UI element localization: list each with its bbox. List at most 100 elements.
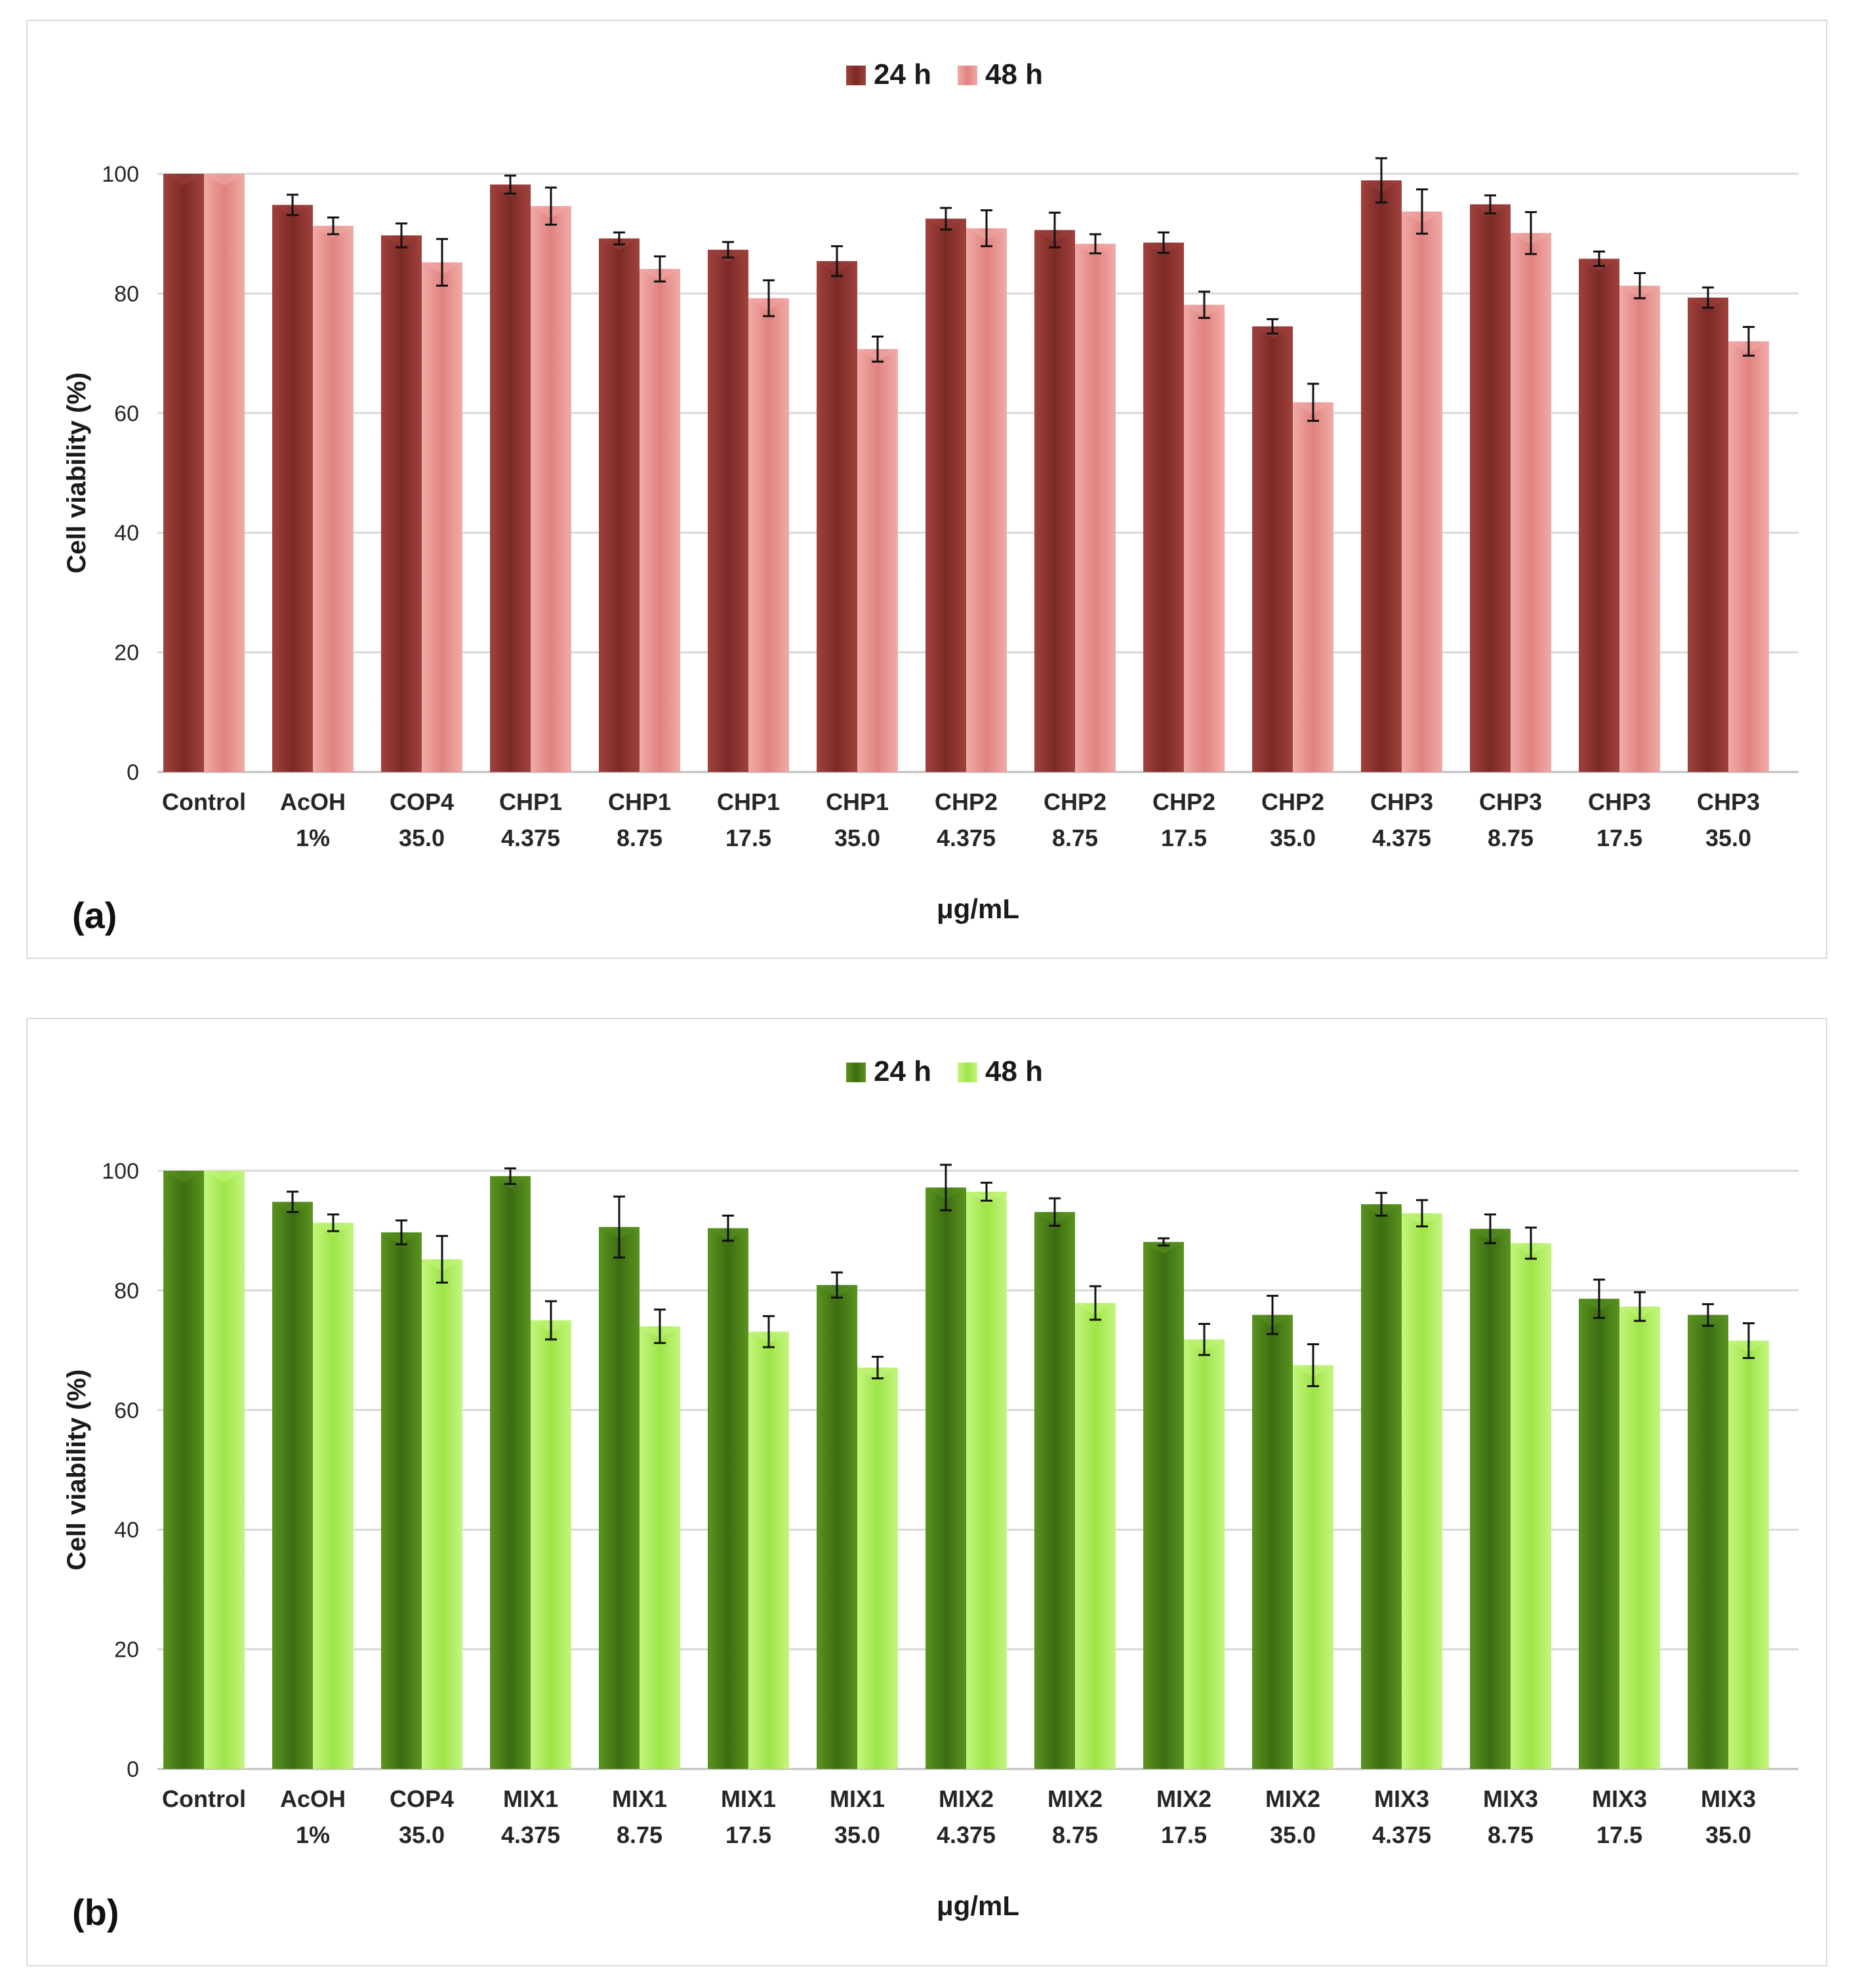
x-category-label: MIX3: [1483, 1785, 1538, 1812]
bar-24h-9: [1143, 1242, 1184, 1769]
x-category-label: CHP3: [1370, 788, 1433, 815]
x-category-sublabel: 8.75: [617, 824, 662, 851]
bar-48h-2: [422, 262, 462, 772]
x-category-sublabel: 4.375: [501, 1821, 560, 1848]
x-category-sublabel: 17.5: [725, 1821, 771, 1848]
x-category-label: CHP1: [499, 788, 562, 815]
bar-24h-3: [490, 1176, 531, 1769]
bar-48h-6: [857, 1368, 898, 1769]
bar-24h-6: [817, 1285, 857, 1769]
x-category-label: CHP2: [1261, 788, 1324, 815]
x-category-sublabel: 4.375: [501, 824, 560, 851]
bar-24h-4: [599, 1227, 640, 1769]
bar-cap: [204, 174, 245, 186]
x-axis-label: μg/mL: [937, 893, 1019, 924]
y-tick-label: 100: [102, 1159, 139, 1184]
bar-48h-5: [748, 1331, 789, 1769]
x-category-label: MIX3: [1374, 1785, 1429, 1812]
bar-24h-12: [1470, 204, 1511, 773]
x-category-sublabel: 8.75: [1052, 824, 1098, 851]
bar-24h-7: [926, 218, 966, 772]
bar-48h-8: [1075, 1303, 1116, 1769]
bar-24h-1: [272, 205, 313, 772]
bar-48h-7: [966, 228, 1007, 772]
y-tick-label: 20: [114, 641, 139, 666]
y-tick-label: 0: [127, 1757, 139, 1782]
bar-24h-0: [163, 174, 204, 772]
x-category-sublabel: 35.0: [1705, 1821, 1751, 1848]
bar-48h-12: [1511, 1243, 1551, 1769]
bar-48h-0: [204, 174, 245, 772]
x-category-sublabel: 1%: [296, 1821, 330, 1848]
chart-panel-b: 0 20 40 60 80 100 Cell viability (%) Control AcO…: [62, 1055, 1799, 1933]
bar-48h-4: [640, 1326, 680, 1769]
x-category-label: CHP1: [717, 788, 780, 815]
y-tick-label: 80: [114, 281, 139, 306]
bar-24h-2: [381, 235, 422, 772]
x-category-label: MIX2: [1265, 1785, 1320, 1812]
bar-24h-13: [1579, 258, 1619, 772]
bar-24h-1: [272, 1202, 313, 1769]
x-category-label: CHP2: [935, 788, 998, 815]
x-category-label: CHP3: [1588, 788, 1651, 815]
x-category-sublabel: 35.0: [399, 1821, 445, 1848]
x-category-label: MIX1: [830, 1785, 885, 1812]
bar-24h-14: [1688, 1314, 1728, 1769]
bar-24h-9: [1143, 242, 1184, 772]
bar-24h-5: [708, 249, 748, 773]
bar-48h-9: [1184, 304, 1225, 772]
bar-24h-10: [1252, 326, 1293, 772]
legend-label: 48 h: [985, 58, 1043, 91]
bar-24h-2: [381, 1232, 422, 1769]
bar-48h-9: [1184, 1339, 1225, 1769]
x-category-sublabel: 35.0: [1270, 824, 1316, 851]
bar-48h-7: [966, 1191, 1007, 1769]
x-category-label: MIX1: [721, 1785, 776, 1812]
legend-label: 24 h: [874, 58, 931, 91]
bar-48h-10: [1293, 402, 1333, 772]
panel-label: (b): [72, 1892, 119, 1933]
x-category-label: CHP2: [1152, 788, 1215, 815]
bar-48h-12: [1511, 233, 1551, 773]
x-category-label: MIX1: [503, 1785, 558, 1812]
bar-24h-8: [1034, 1211, 1075, 1769]
bar-24h-7: [926, 1187, 966, 1769]
x-category-label: CHP1: [608, 788, 671, 815]
bar-24h-6: [817, 261, 857, 773]
bar-48h-3: [531, 1320, 571, 1769]
y-tick-label: 100: [102, 162, 139, 187]
bar-48h-0: [204, 1171, 245, 1769]
x-category-sublabel: 4.375: [937, 824, 996, 851]
x-category-sublabel: 4.375: [1372, 824, 1431, 851]
x-category-sublabel: 35.0: [834, 824, 880, 851]
y-tick-label: 80: [114, 1278, 139, 1303]
bar-24h-14: [1688, 297, 1728, 772]
x-category-label: MIX2: [1048, 1785, 1103, 1812]
x-category-sublabel: 8.75: [617, 1821, 662, 1848]
x-category-label: COP4: [390, 788, 454, 815]
bar-cap: [163, 174, 204, 186]
bar-cap: [1143, 1242, 1184, 1254]
x-category-label: CHP3: [1697, 788, 1760, 815]
x-category-label: MIX1: [612, 1785, 667, 1812]
x-category-sublabel: 17.5: [1161, 824, 1207, 851]
x-category-sublabel: 8.75: [1488, 824, 1534, 851]
y-tick-label: 40: [114, 1518, 139, 1543]
legend-label: 24 h: [874, 1055, 931, 1087]
bar-48h-6: [857, 349, 898, 772]
x-category-sublabel: 8.75: [1052, 1821, 1098, 1848]
x-category-sublabel: 35.0: [834, 1821, 880, 1848]
x-category-label: CHP1: [826, 788, 889, 815]
bar-48h-13: [1619, 1307, 1660, 1769]
bar-48h-13: [1619, 285, 1660, 772]
legend-label: 48 h: [985, 1055, 1043, 1087]
legend-swatch-24h: [846, 1063, 866, 1082]
x-category-sublabel: 17.5: [1597, 1821, 1642, 1848]
x-category-sublabel: 1%: [296, 824, 330, 851]
bar-24h-12: [1470, 1228, 1511, 1769]
bar-24h-10: [1252, 1314, 1293, 1769]
x-category-label: CHP3: [1479, 788, 1542, 815]
bar-48h-14: [1728, 341, 1769, 772]
x-category-sublabel: 35.0: [1270, 1821, 1316, 1848]
legend-swatch-24h: [846, 66, 866, 85]
